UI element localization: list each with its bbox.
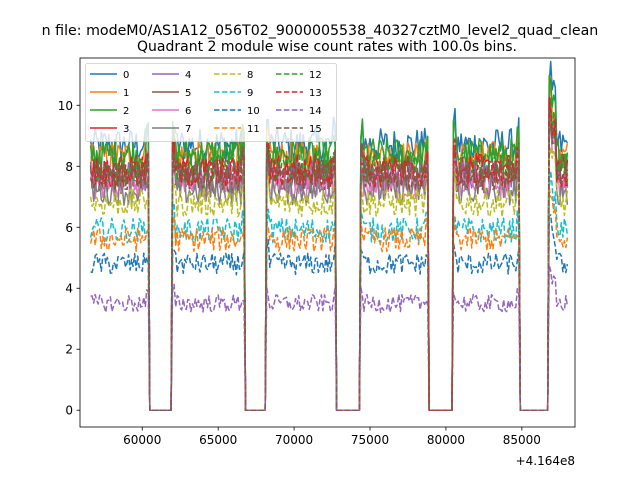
legend-label-10: 10 [247, 106, 260, 117]
x-tick-label: 80000 [427, 433, 465, 447]
legend-label-1: 1 [123, 88, 129, 99]
x-tick-label: 60000 [123, 433, 161, 447]
series-line-10 [90, 214, 569, 411]
series-line-14 [90, 264, 569, 411]
legend-label-7: 7 [185, 124, 191, 135]
legend-label-9: 9 [247, 88, 253, 99]
legend-label-5: 5 [185, 88, 191, 99]
legend-frame [85, 63, 337, 142]
legend-label-3: 3 [123, 124, 129, 135]
chart-title: Quadrant 2 module wise count rates with … [137, 39, 517, 55]
series-line-3 [89, 96, 569, 411]
y-tick-label: 4 [65, 282, 73, 296]
y-tick-label: 0 [65, 404, 73, 418]
legend-label-4: 4 [185, 70, 191, 81]
legend-label-13: 13 [309, 88, 322, 99]
plot-lines [89, 60, 569, 411]
y-tick-label: 6 [65, 221, 73, 235]
legend-label-11: 11 [247, 124, 260, 135]
x-axis: 60000 65000 70000 75000 80000 85000 [123, 427, 541, 447]
legend-label-6: 6 [185, 106, 191, 117]
legend-label-14: 14 [309, 106, 322, 117]
figure-suptitle: n file: modeM0/AS1A12_056T02_9000005538_… [42, 23, 599, 39]
series-line-13 [89, 96, 569, 411]
legend-label-2: 2 [123, 106, 129, 117]
y-tick-label: 8 [65, 160, 73, 174]
x-tick-label: 65000 [199, 433, 237, 447]
legend-label-8: 8 [247, 70, 253, 81]
series-line-11 [89, 187, 569, 411]
y-axis: 0 2 4 6 8 10 [58, 99, 80, 418]
series-line-15 [89, 125, 569, 411]
x-tick-label: 75000 [351, 433, 389, 447]
legend-label-15: 15 [309, 124, 322, 135]
plot-frame [79, 57, 576, 428]
legend-label-12: 12 [309, 70, 322, 81]
y-tick-label: 10 [58, 99, 73, 113]
x-offset-label: +4.164e8 [516, 454, 575, 468]
x-tick-label: 70000 [275, 433, 313, 447]
legend-label-0: 0 [123, 70, 129, 81]
x-tick-label: 85000 [503, 433, 541, 447]
y-tick-label: 2 [65, 343, 73, 357]
